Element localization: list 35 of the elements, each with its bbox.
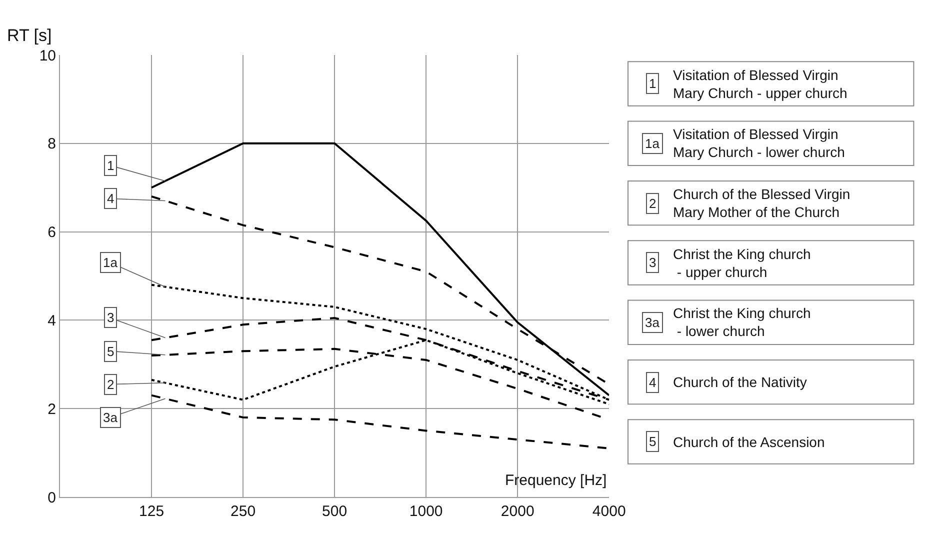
text: 3 (649, 255, 656, 270)
text: Christ the King church - lower church (673, 305, 811, 340)
y-tick-label: 8 (48, 136, 56, 153)
y-tick-label: 4 (48, 312, 56, 330)
x-tick-label: 500 (322, 503, 348, 520)
text: 3 (107, 310, 114, 325)
text: 1a (103, 255, 118, 270)
text: 3a (103, 410, 118, 425)
y-tick-label: 2 (48, 400, 56, 418)
y-axis-title: RT [s] (7, 26, 52, 45)
x-tick-label: 250 (230, 503, 256, 520)
x-axis-title: Frequency [Hz] (505, 472, 607, 489)
text: 5 (107, 344, 114, 359)
text: 1 (649, 76, 656, 91)
text: Visitation of Blessed Virgin Mary Church - upper church (673, 67, 848, 102)
y-tick-label: 10 (39, 47, 56, 64)
text: Visitation of Blessed Virgin Mary Church - lower church (673, 126, 845, 160)
text: 1a (645, 136, 660, 151)
text: 2 (107, 377, 114, 392)
text: Church of the Blessed Virgin Mary Mother of the Church (673, 186, 850, 220)
text: 4 (649, 375, 656, 390)
text: 1 (107, 158, 114, 173)
x-tick-label: 125 (139, 503, 164, 520)
x-tick-label: 4000 (592, 503, 626, 520)
text: 5 (649, 434, 656, 449)
text: 3a (645, 315, 660, 330)
text: Church of the Ascension (673, 434, 825, 450)
x-tick-label: 2000 (500, 503, 534, 520)
y-tick-label: 6 (48, 224, 56, 242)
text: 4 (107, 191, 114, 206)
text: Church of the Nativity (673, 374, 807, 390)
y-tick-label: 0 (48, 489, 56, 506)
text: 2 (649, 196, 656, 211)
x-tick-label: 1000 (409, 503, 443, 520)
text: Christ the King church - upper church (673, 246, 811, 280)
